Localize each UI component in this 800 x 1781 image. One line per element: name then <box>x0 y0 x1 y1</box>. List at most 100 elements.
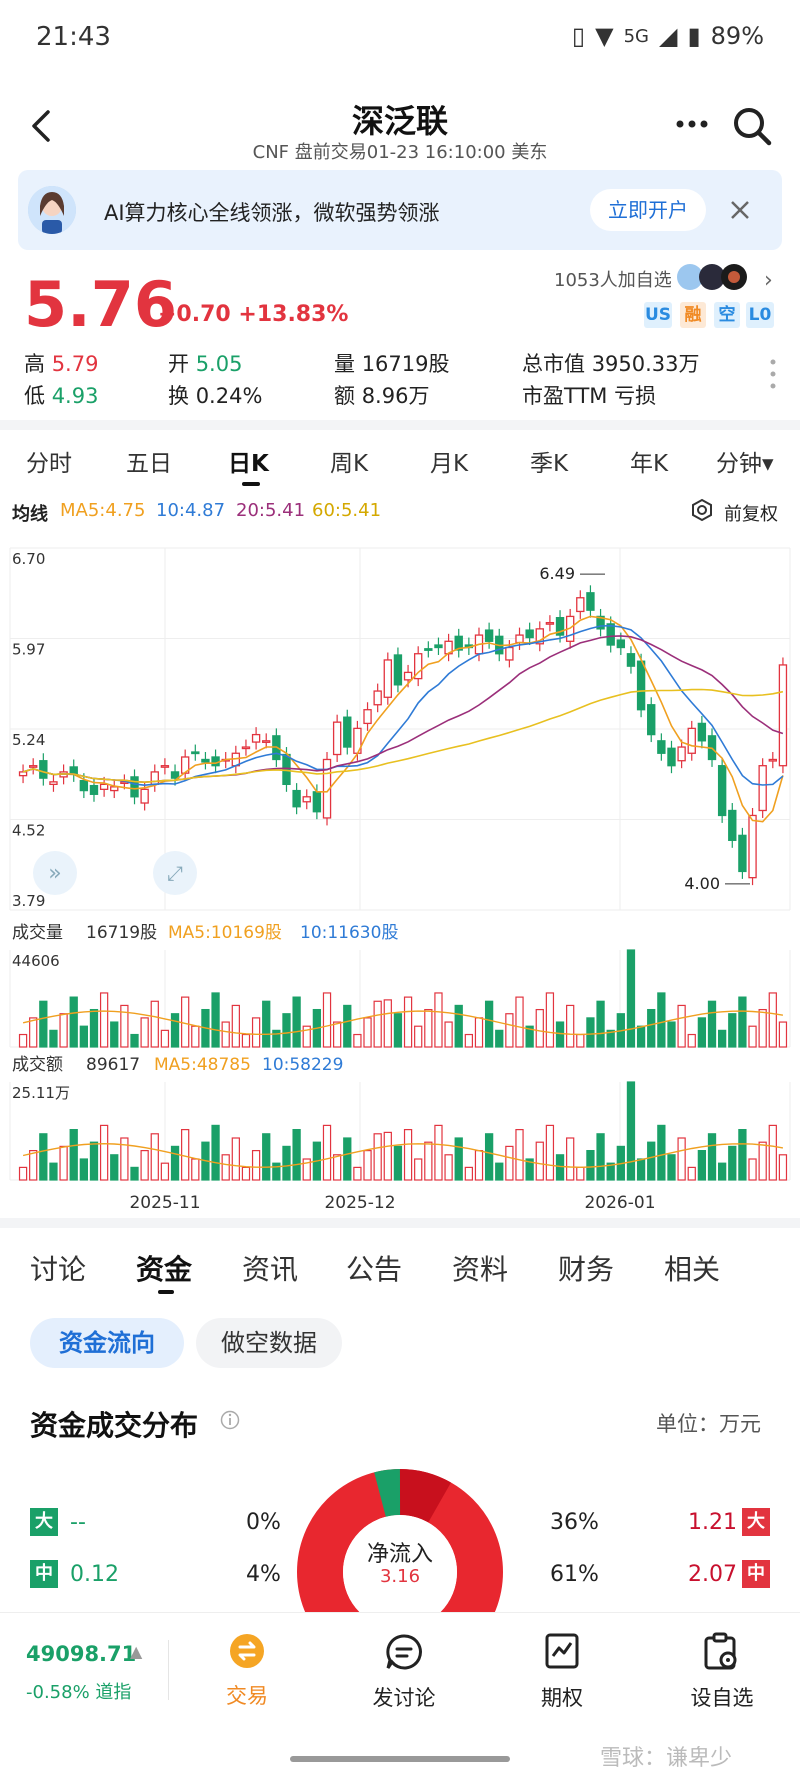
volume-bar <box>778 1154 788 1181</box>
candle-body <box>99 783 109 790</box>
pill-short-data[interactable]: 做空数据 <box>196 1318 342 1368</box>
volume-bar <box>18 1166 28 1181</box>
index-value[interactable]: 49098.71 <box>26 1642 137 1666</box>
tab-five-day[interactable]: 五日 <box>126 451 172 477</box>
open-account-button[interactable]: 立即开户 <box>590 189 706 231</box>
settings-icon[interactable] <box>690 498 714 522</box>
options-icon[interactable] <box>544 1632 580 1670</box>
date-axis-label: 2025-11 <box>129 1193 200 1210</box>
volume-bar <box>191 1158 200 1181</box>
volume-bar <box>454 1004 463 1048</box>
badge-medium-out: 中 <box>30 1560 58 1588</box>
index-change[interactable]: -0.58% 道指 <box>26 1682 132 1703</box>
volume-ma5-line <box>22 1142 784 1169</box>
pill-fund-flow[interactable]: 资金流向 <box>30 1318 184 1368</box>
adjust-mode[interactable]: 前复权 <box>724 504 778 525</box>
add-watchlist-icon[interactable] <box>702 1632 740 1672</box>
ma60-value: 60:5.41 <box>312 500 382 521</box>
discuss-icon[interactable] <box>384 1632 424 1672</box>
candle-body <box>363 709 372 725</box>
trade-icon[interactable] <box>228 1632 266 1670</box>
nav-post-discussion[interactable]: 发讨论 <box>372 1686 436 1710</box>
volume-bar <box>434 992 443 1048</box>
volume-bar <box>343 1137 352 1181</box>
tab-weekly-k[interactable]: 周K <box>330 451 369 477</box>
double-arrow-icon: » <box>48 861 61 886</box>
chevron-right-icon[interactable]: › <box>764 268 773 293</box>
candle-body <box>373 690 382 706</box>
tab-daily-k[interactable]: 日K <box>228 451 269 477</box>
tab-funds[interactable]: 资金 <box>136 1253 193 1286</box>
tab-related[interactable]: 相关 <box>664 1253 721 1286</box>
volume-max-label: 44606 <box>12 952 60 970</box>
watcher-avatars[interactable] <box>676 262 756 292</box>
stat-high: 高 5.79 <box>24 352 99 376</box>
candle-body <box>636 660 646 711</box>
volume-bar <box>535 1141 544 1181</box>
last-price: 5.76 <box>24 268 177 341</box>
back-arrow-icon[interactable] <box>24 106 64 146</box>
volume-bar <box>414 1025 423 1048</box>
tab-yearly-k[interactable]: 年K <box>630 451 669 477</box>
watchers-count[interactable]: 1053人加自选 <box>554 270 672 291</box>
vertical-more-icon[interactable] <box>768 356 778 392</box>
volume-bar <box>241 1166 251 1181</box>
volume-bar <box>495 1162 504 1181</box>
close-icon[interactable] <box>728 198 752 222</box>
price-axis-label: 5.24 <box>12 731 45 749</box>
volume-bar <box>403 1128 413 1181</box>
volume-bar <box>687 1033 696 1048</box>
candle-body <box>697 722 707 742</box>
volume-bar <box>262 1000 271 1048</box>
volume-bar <box>211 1124 220 1181</box>
candle-body <box>201 758 210 763</box>
volume-bar <box>728 1013 737 1048</box>
tab-monthly-k[interactable]: 月K <box>430 451 469 477</box>
volume-bar <box>181 996 190 1048</box>
large-out-pct: 0% <box>246 1510 281 1535</box>
volume-bar <box>39 1000 48 1048</box>
info-icon[interactable] <box>220 1410 240 1430</box>
nav-options[interactable]: 期权 <box>541 1686 583 1710</box>
home-indicator[interactable] <box>290 1756 510 1762</box>
tab-discussion[interactable]: 讨论 <box>30 1253 87 1286</box>
nav-add-watchlist[interactable]: 设自选 <box>690 1686 754 1710</box>
low-annotation: 4.00 <box>684 874 720 893</box>
candle-body <box>251 733 261 743</box>
badge-medium-in: 中 <box>742 1560 770 1588</box>
volume-bar <box>89 1141 99 1181</box>
section-divider-2 <box>0 1218 800 1228</box>
volume-bar <box>505 1013 514 1048</box>
volume-bar <box>363 1149 372 1181</box>
tab-financials[interactable]: 财务 <box>558 1253 615 1286</box>
volume-bar <box>29 1017 38 1048</box>
candle-body <box>150 771 159 786</box>
search-icon[interactable] <box>730 104 774 148</box>
unit-label: 单位：万元 <box>656 1412 761 1436</box>
tag-margin: 融 <box>680 302 706 328</box>
volume-bar <box>272 1029 281 1048</box>
candle-body <box>79 779 89 792</box>
candle-body <box>393 654 403 686</box>
volume-bar <box>292 996 301 1048</box>
volume-bar <box>211 992 220 1048</box>
volume-bar <box>657 992 666 1048</box>
nav-trade[interactable]: 交易 <box>226 1684 268 1708</box>
candle-body <box>332 721 342 756</box>
stat-turnover: 换 0.24% <box>168 384 263 408</box>
tab-intraday[interactable]: 分时 <box>26 451 72 477</box>
tab-minute[interactable]: 分钟▾ <box>716 451 774 477</box>
volume-bar <box>626 949 636 1048</box>
volume-bar <box>768 1124 777 1181</box>
candle-body <box>424 648 433 651</box>
tab-profile[interactable]: 资料 <box>452 1253 509 1286</box>
tab-quarterly-k[interactable]: 季K <box>530 451 569 477</box>
index-down-icon: ▲ <box>130 1642 143 1661</box>
amount-ma10: 10:58229 <box>262 1055 343 1075</box>
tab-announcements[interactable]: 公告 <box>346 1253 403 1286</box>
volume-bar <box>647 1008 656 1048</box>
kline-chart[interactable]: 6.70 5.97 5.24 4.52 3.79 6.49 4.00 » ⤢ 成交量 16719股 M… <box>0 530 800 1210</box>
volume-bar <box>717 1029 727 1048</box>
tab-news[interactable]: 资讯 <box>242 1253 299 1286</box>
more-icon[interactable] <box>670 108 714 140</box>
